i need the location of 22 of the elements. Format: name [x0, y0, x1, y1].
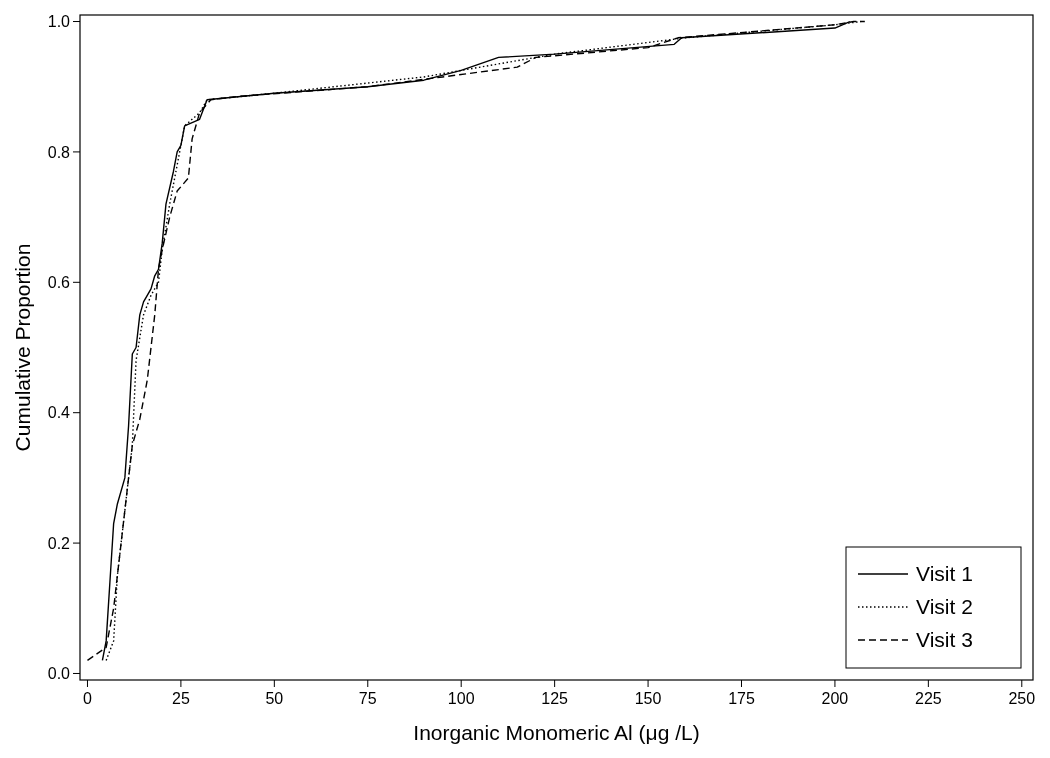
y-axis-title: Cumulative Proportion [11, 243, 34, 452]
x-tick-label: 150 [634, 690, 662, 707]
y-tick-label: 1.0 [47, 13, 71, 31]
x-tick-label: 125 [541, 690, 569, 707]
legend-label: Visit 3 [916, 628, 973, 652]
x-tick-label: 75 [358, 690, 377, 707]
x-tick-label: 0 [83, 690, 93, 707]
y-tick-label: 0.4 [47, 404, 71, 422]
y-tick-label: 0.6 [47, 273, 71, 291]
x-axis-title: Inorganic Monomeric Al (μg /L) [413, 721, 700, 744]
legend-label: Visit 1 [916, 562, 973, 586]
x-tick-label: 200 [821, 690, 849, 707]
x-tick-label: 250 [1008, 690, 1036, 707]
x-tick-label: 50 [265, 690, 284, 707]
x-tick-label: 175 [728, 690, 755, 707]
y-tick-label: 0.0 [47, 665, 71, 683]
x-tick-label: 100 [447, 690, 475, 707]
x-tick-label: 25 [172, 690, 190, 707]
y-tick-label: 0.8 [47, 143, 71, 161]
legend-label: Visit 2 [916, 595, 973, 619]
x-tick-label: 225 [915, 690, 942, 707]
y-tick-label: 0.2 [47, 534, 71, 552]
